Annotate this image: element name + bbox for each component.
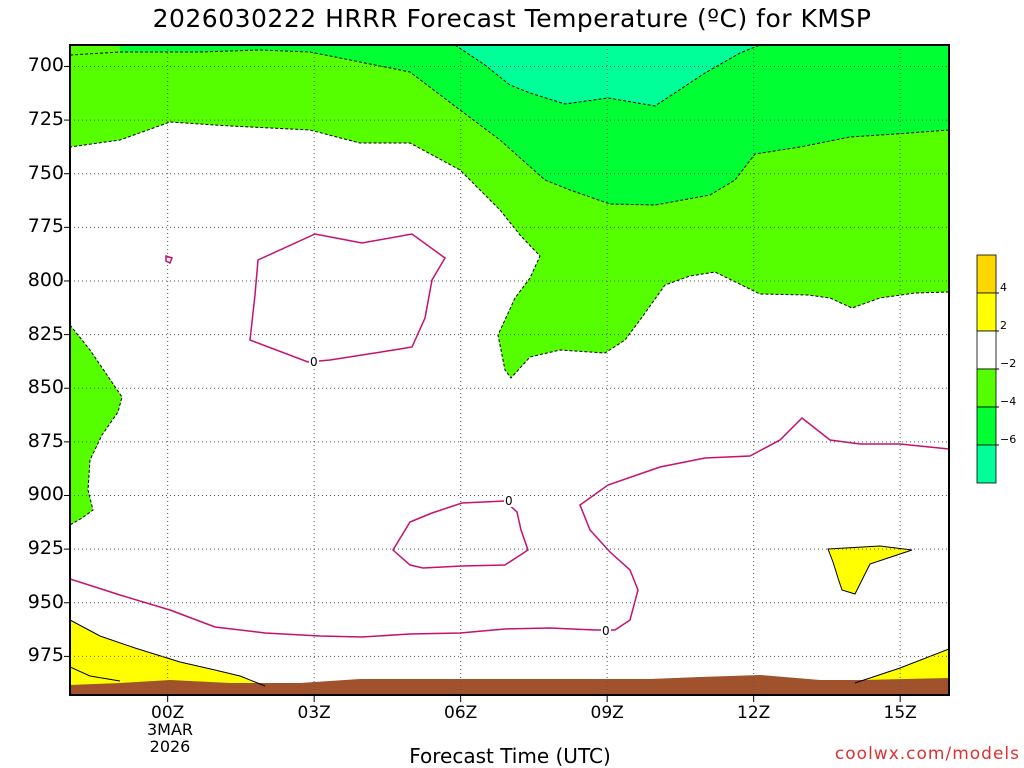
band-plus2-island (828, 546, 912, 594)
contour-plus2-island (827, 545, 913, 595)
ground (70, 675, 949, 695)
colorbar-tick-label: 4 (1000, 281, 1007, 294)
y-tick-label: 825 (27, 322, 64, 345)
grid-layer (70, 45, 949, 695)
contour-label-zero: 0 (309, 355, 319, 369)
zero-contour-upper-loop (249, 233, 446, 363)
contour-plus4-bottomleft (70, 666, 121, 682)
y-tick-label: 800 (27, 268, 64, 291)
y-tick-label: 700 (27, 54, 64, 77)
colorbar-band (976, 292, 997, 332)
band-minus6-upper (455, 45, 760, 106)
contour-minus2-left (70, 324, 123, 526)
y-tick-label: 775 (27, 215, 64, 238)
colorbar-tick-label: −2 (1000, 357, 1017, 370)
colorbar-band (976, 368, 997, 408)
x-date-label-day: 3MAR (146, 720, 194, 739)
x-date-label-year: 2026 (149, 737, 191, 756)
contour-label-zero: 0 (504, 494, 514, 508)
x-tick-label: 09Z (590, 703, 624, 723)
x-tick-label: 15Z (883, 703, 917, 723)
zero-contour-main (70, 416, 949, 638)
colorbar-band (976, 406, 997, 446)
band-minus2-left (70, 325, 122, 525)
y-tick-label: 725 (27, 108, 64, 131)
chart-title: 2026030222 HRRR Forecast Temperature (ºC… (152, 4, 872, 33)
y-tick-label: 750 (27, 161, 64, 184)
plot-frame (69, 44, 950, 696)
y-tick-label: 850 (27, 376, 64, 399)
contour-minus2-upper (70, 121, 949, 379)
zero-contour-mid-loop (392, 500, 529, 569)
tick-layer (64, 65, 901, 702)
x-tick-label: 00Z (151, 703, 185, 723)
colorbar (976, 254, 999, 484)
contour-plus2-bottomleft (70, 619, 266, 687)
x-axis-label: Forecast Time (UTC) (409, 744, 611, 768)
y-tick-label: 950 (27, 590, 64, 613)
colorbar-band (976, 444, 997, 484)
colorbar-band (976, 254, 997, 294)
band-minus4-upper (120, 45, 949, 205)
contour-minus6-upper (454, 45, 761, 107)
band-plus2-bottomleft (70, 620, 265, 695)
zero-contour-small-loop (165, 254, 173, 265)
contour-plus2-bottomright (854, 648, 949, 684)
contour-label-zero: 0 (601, 624, 611, 638)
x-tick-label: 06Z (444, 703, 478, 723)
y-tick-label: 900 (27, 483, 64, 506)
x-tick-label: 03Z (297, 703, 331, 723)
x-tick-label: 12Z (737, 703, 771, 723)
colorbar-tick-label: −4 (1000, 395, 1017, 408)
colorbar-tick-label: −6 (1000, 433, 1017, 446)
colorbar-band (976, 330, 997, 370)
credit-text: coolwx.com/models (834, 744, 1020, 764)
y-tick-label: 925 (27, 537, 64, 560)
colorbar-tick-label: 2 (1000, 319, 1007, 332)
y-tick-label: 975 (27, 644, 64, 667)
y-tick-label: 875 (27, 429, 64, 452)
contour-minus4-upper (70, 49, 949, 206)
